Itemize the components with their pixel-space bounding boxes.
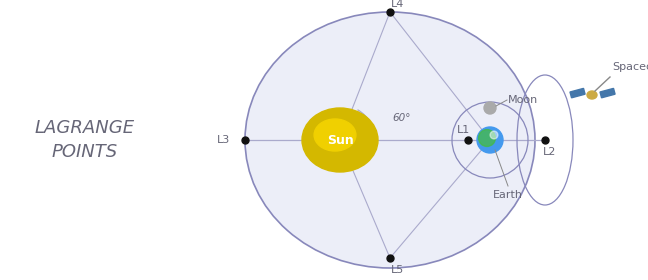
Circle shape xyxy=(479,130,496,146)
Text: L5: L5 xyxy=(391,265,404,275)
Ellipse shape xyxy=(587,91,597,99)
Text: L2: L2 xyxy=(543,147,557,157)
Text: Moon: Moon xyxy=(508,95,538,105)
Text: 60°: 60° xyxy=(392,113,410,123)
Text: L4: L4 xyxy=(391,0,405,9)
Text: Sun: Sun xyxy=(327,134,353,146)
Text: L3: L3 xyxy=(216,135,229,145)
Bar xyxy=(600,88,615,98)
Bar xyxy=(570,88,585,98)
Ellipse shape xyxy=(302,108,378,172)
Text: L1: L1 xyxy=(457,125,470,135)
Text: LAGRANGE
POINTS: LAGRANGE POINTS xyxy=(35,119,135,161)
Circle shape xyxy=(484,102,496,114)
Ellipse shape xyxy=(314,119,356,151)
Circle shape xyxy=(490,131,498,139)
Text: Earth: Earth xyxy=(493,190,523,200)
Circle shape xyxy=(477,127,503,153)
Ellipse shape xyxy=(245,12,535,268)
Text: Spacecraft: Spacecraft xyxy=(612,62,648,72)
